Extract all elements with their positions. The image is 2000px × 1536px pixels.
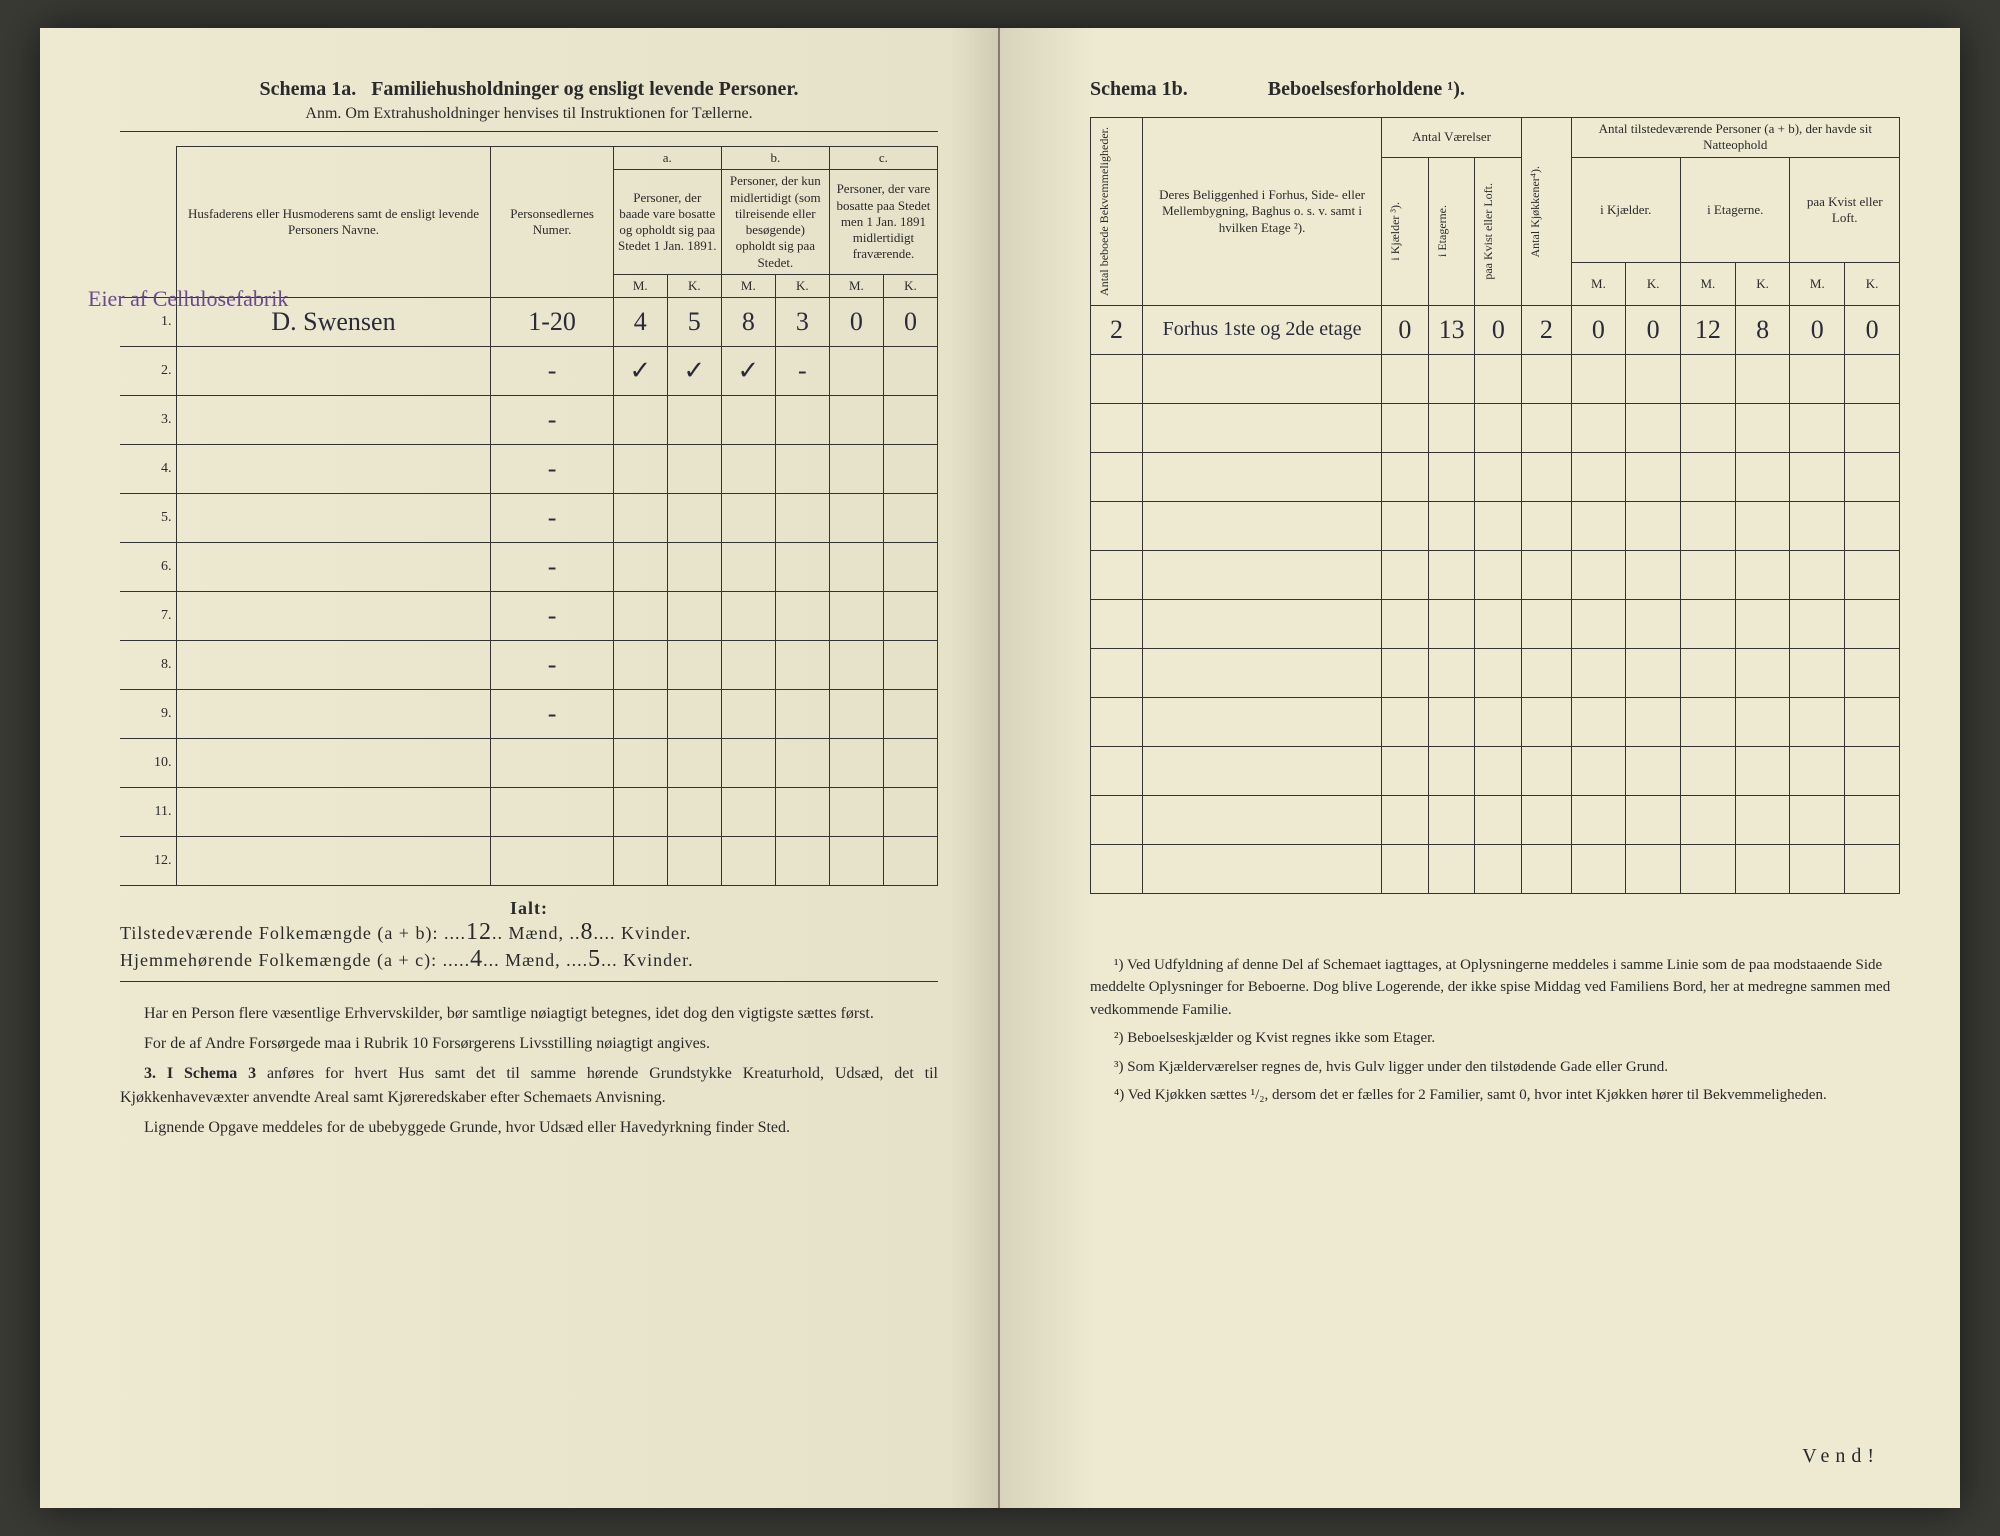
table-row (1091, 599, 1900, 648)
table-row: 2.-✓✓✓- (120, 347, 938, 396)
table-row (1091, 746, 1900, 795)
left-page: Schema 1a. Familiehusholdninger og ensli… (40, 28, 1000, 1508)
footnotes: ¹) Ved Udfyldning af denne Del af Schema… (1090, 954, 1900, 1107)
table-row (1091, 648, 1900, 697)
table-row (1091, 844, 1900, 893)
rule-2 (120, 981, 938, 982)
table-row (1091, 697, 1900, 746)
table-row (1091, 452, 1900, 501)
table-row: 8.- (120, 641, 938, 690)
instructions: Har en Person flere væsentlige Erhvervsk… (120, 1002, 938, 1140)
table-row: 2Forhus 1ste og 2de etage013020012800 (1091, 305, 1900, 354)
vend-label: Vend! (1802, 1445, 1880, 1468)
col-numer: Personsedlernes Numer. (491, 147, 613, 298)
table-row (1091, 795, 1900, 844)
schema-1b-title: Schema 1b. Beboelsesforholdene ¹). (1090, 78, 1900, 101)
table-row: 7.- (120, 592, 938, 641)
schema-1a-title: Schema 1a. Familiehusholdninger og ensli… (120, 78, 938, 101)
margin-handwriting: Eier af Cellulosefabrik (88, 286, 288, 312)
table-row: 5.- (120, 494, 938, 543)
table-row: 4.- (120, 445, 938, 494)
rule (120, 131, 938, 132)
census-book: Schema 1a. Familiehusholdninger og ensli… (40, 28, 1960, 1508)
schema-1a-table: Husfaderens eller Husmoderens samt de en… (120, 146, 938, 886)
totals: Ialt: Tilstedeværende Folkemængde (a + b… (120, 898, 938, 973)
table-row (1091, 403, 1900, 452)
table-row: 10. (120, 739, 938, 788)
table-row: 9.- (120, 690, 938, 739)
schema-1b-table: Antal beboede Bekvemmeligheder. Deres Be… (1090, 117, 1900, 894)
table-row: 11. (120, 788, 938, 837)
anm-line: Anm. Om Extrahusholdninger henvises til … (120, 105, 938, 123)
right-page: Schema 1b. Beboelsesforholdene ¹). Antal… (1000, 28, 1960, 1508)
table-row: 12. (120, 837, 938, 886)
table-row (1091, 550, 1900, 599)
table-row (1091, 501, 1900, 550)
table-row: 6.- (120, 543, 938, 592)
table-row (1091, 354, 1900, 403)
table-row: 3.- (120, 396, 938, 445)
col-names: Husfaderens eller Husmoderens samt de en… (176, 147, 491, 298)
